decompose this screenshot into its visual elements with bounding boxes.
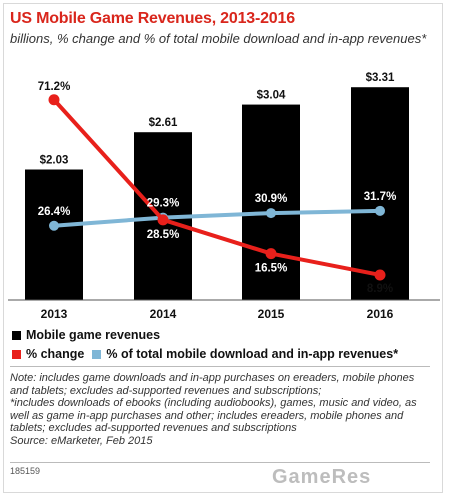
separator-line: [10, 462, 430, 463]
bar-value-label: $2.03: [40, 155, 69, 167]
share-value-label: 26.4%: [38, 206, 71, 218]
x-tick-label: 2014: [150, 307, 177, 321]
share-point: [266, 208, 276, 219]
legend-label-share: % of total mobile download and in-app re…: [106, 347, 399, 361]
share-value-label: 31.7%: [364, 191, 397, 203]
series-line-share: [53, 208, 381, 228]
share-value-label: 30.9%: [255, 193, 288, 205]
bar-value-label: $2.61: [149, 117, 178, 129]
chart-subtitle: billions, % change and % of total mobile…: [10, 31, 427, 46]
bar-value-label: $3.04: [257, 90, 286, 102]
change-value-label: 8.9%: [367, 283, 393, 295]
bar: [351, 87, 409, 300]
separator-line: [10, 366, 430, 367]
legend-swatch-share: [92, 349, 102, 359]
change-point: [48, 94, 60, 106]
change-point: [265, 248, 277, 260]
watermark-text: GameRes: [272, 466, 372, 488]
legend-swatch-revenues: [12, 330, 21, 340]
bar-value-label: $3.31: [366, 72, 395, 84]
series-line-change: [52, 98, 381, 277]
x-tick-label: 2015: [258, 307, 285, 321]
share-point: [375, 205, 385, 216]
legend-row-1: Mobile game revenues: [12, 328, 160, 342]
legend-label-revenues: Mobile game revenues: [26, 328, 161, 342]
chart-title: US Mobile Game Revenues, 2013-2016: [10, 10, 295, 27]
source-line: Source: eMarketer, Feb 2015: [10, 434, 153, 447]
share-point: [49, 220, 59, 231]
share-value-label: 29.3%: [147, 198, 180, 210]
bar: [242, 104, 300, 300]
note-line: *includes downloads of ebooks (including…: [10, 397, 417, 434]
change-value-label: 71.2%: [38, 81, 71, 93]
note-line: Note: includes game downloads and in-app…: [10, 372, 415, 397]
change-point: [157, 214, 169, 226]
x-tick-label: 2013: [41, 307, 68, 321]
legend-label-change: % change: [26, 347, 85, 361]
bar: [25, 169, 83, 300]
x-tick-label: 2016: [367, 307, 394, 321]
legend-swatch-change: [12, 349, 21, 359]
legend-row-2: % change % of total mobile download and …: [12, 347, 398, 361]
notes-block: Note: includes game downloads and in-app…: [10, 372, 432, 447]
change-value-label: 16.5%: [255, 263, 288, 275]
chart-code: 185159: [10, 466, 41, 476]
change-value-label: 28.5%: [147, 229, 180, 241]
change-point: [374, 269, 386, 281]
